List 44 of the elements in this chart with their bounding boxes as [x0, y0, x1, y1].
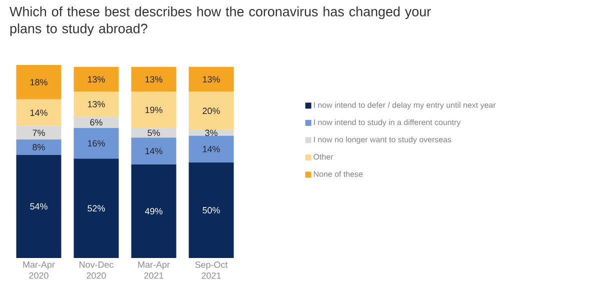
data-label: 14% [145, 148, 162, 154]
data-label: 5% [148, 130, 160, 136]
bar [74, 92, 119, 117]
data-label: 54% [30, 203, 48, 210]
data-label: 19% [145, 106, 162, 114]
data-label: 7% [32, 130, 45, 136]
x-tick-label: Mar-Apr 2021 [138, 262, 170, 279]
bar [188, 92, 234, 130]
bar [74, 116, 119, 128]
data-label: 3% [205, 130, 218, 136]
bar [16, 65, 62, 100]
data-label: 13% [88, 100, 105, 108]
bar [16, 154, 62, 258]
data-label: 6% [90, 119, 102, 126]
bar [188, 66, 234, 92]
bar [74, 158, 119, 258]
data-label: 13% [88, 76, 105, 83]
data-label: 14% [202, 146, 220, 152]
bar [16, 126, 62, 140]
data-label: 49% [144, 208, 162, 214]
data-label: 52% [88, 205, 105, 212]
data-label: 18% [30, 79, 48, 86]
bar [16, 140, 62, 155]
bar [188, 136, 234, 162]
bar [131, 164, 176, 258]
bar [188, 162, 234, 258]
x-tick-label: Nov-Dec 2020 [80, 262, 114, 279]
data-label: 14% [30, 110, 48, 116]
bar [131, 128, 176, 138]
chart-title: Which of these best describes how the coronavirus has changed your plans to study abroad? [10, 6, 431, 36]
bar [74, 128, 119, 159]
bar [74, 66, 119, 92]
bar [131, 66, 176, 92]
bar [16, 99, 62, 126]
bar [131, 138, 176, 164]
data-label: 13% [202, 76, 220, 83]
bar [131, 92, 176, 128]
data-label: 13% [145, 76, 162, 83]
data-label: 50% [202, 207, 220, 214]
x-tick-label: Mar-Apr 2020 [23, 262, 55, 279]
data-label: 16% [88, 140, 105, 147]
data-label: 20% [202, 108, 220, 114]
x-tick-label: Sep-Oct 2021 [195, 262, 228, 279]
data-label: 8% [32, 144, 45, 150]
